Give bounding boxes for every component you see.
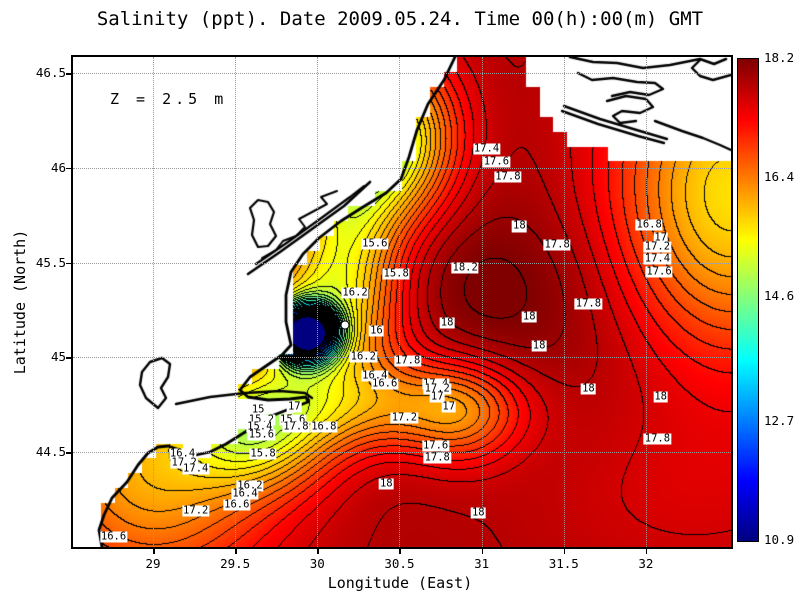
x-tick-label: 30 [309, 556, 325, 571]
x-tick-label: 31 [474, 556, 490, 571]
contour-label: 17.4 [472, 142, 501, 155]
contour-label: 17.8 [394, 354, 422, 367]
colorbar-tick-label: 14.6 [764, 287, 795, 303]
station-marker [340, 320, 350, 330]
colorbar-tick-label: 10.9 [764, 532, 795, 547]
contour-label: 18 [531, 339, 547, 352]
contour-label: 17.4 [421, 378, 450, 390]
y-tick-mark [66, 73, 71, 75]
x-tick-mark [481, 549, 484, 554]
contour-label: 17 [441, 400, 457, 413]
contour-label: 17.2 [423, 382, 451, 395]
salinity-field-canvas [73, 57, 731, 547]
x-tick-label: 29 [145, 556, 161, 571]
y-tick-label: 46.5 [35, 65, 66, 80]
x-tick-label: 29.5 [220, 556, 251, 571]
x-tick-mark [235, 549, 237, 554]
contour-label: 17.2 [390, 411, 419, 424]
contour-label: 16.4 [168, 447, 197, 460]
contour-label: 18.2 [451, 261, 479, 274]
contour-label: 16.8 [310, 420, 338, 433]
contour-label: 17.6 [645, 265, 673, 278]
plot-title: Salinity (ppt). Date 2009.05.24. Time 00… [96, 8, 704, 30]
x-tick-mark [153, 549, 155, 554]
contour-label: 17.2 [170, 457, 198, 469]
contour-label: 18 [378, 477, 394, 490]
contour-label: 15.6 [361, 237, 389, 250]
y-tick-mark [66, 262, 71, 264]
y-tick-mark [66, 167, 71, 170]
contour-label: 16.2 [236, 479, 264, 492]
contour-label: 18 [521, 310, 537, 323]
contour-label: 18 [581, 382, 596, 395]
contour-label: 16.4 [231, 487, 259, 500]
colorbar-tick-label: 16.4 [764, 168, 795, 184]
contour-label: 15.4 [246, 420, 274, 433]
contour-label: 17.4 [182, 462, 210, 475]
contour-label: 15.6 [247, 428, 276, 441]
colorbar-tick-label: 18.2 [764, 50, 795, 65]
map-plot-area: 17.4 17.6 17.8 18 17.8 16.8 17 17.2 17.4 17.6 17.8… [71, 55, 733, 549]
contour-label: 15.6 [278, 413, 307, 426]
contour-label: 17 [653, 231, 668, 244]
contour-label: 17.8 [643, 432, 672, 445]
contour-label: 16.8 [635, 218, 663, 231]
x-tick-mark [399, 549, 401, 554]
contour-label: 18 [470, 506, 486, 519]
contour-label: 18 [653, 390, 668, 403]
contour-label: 17.8 [494, 170, 522, 183]
contour-label: 18 [512, 219, 527, 232]
contour-label: 15.8 [382, 267, 410, 280]
contour-label: 17.8 [574, 297, 603, 310]
y-tick-label: 46 [50, 159, 66, 175]
contour-label: 15 [250, 403, 266, 416]
contour-label: 17.8 [543, 238, 571, 251]
x-tick-label: 31.5 [548, 556, 579, 571]
contour-label: 17.6 [421, 439, 450, 452]
contour-label: 17 [286, 400, 302, 413]
contour-label: 15.2 [247, 413, 276, 426]
depth-annotation: Z = 2.5 m [110, 90, 228, 108]
contour-label: 17.2 [643, 240, 672, 253]
contour-label: 17.8 [423, 451, 451, 464]
x-axis-label: Longitude (East) [327, 574, 473, 592]
x-tick-mark [645, 549, 648, 554]
y-tick-mark [66, 357, 71, 359]
x-tick-label: 32 [638, 556, 654, 571]
contour-label: 16.6 [99, 530, 128, 543]
contour-label: 18 [439, 316, 455, 329]
x-tick-label: 30.5 [384, 556, 415, 571]
contour-label: 16 [369, 324, 384, 337]
contour-label: 16.2 [349, 350, 377, 363]
y-tick-mark [66, 452, 71, 454]
y-tick-label: 45.5 [35, 254, 66, 270]
x-tick-mark [563, 549, 566, 554]
contour-label: 15.8 [249, 447, 277, 460]
y-tick-label: 44.5 [35, 444, 66, 459]
contour-label: 16.6 [371, 377, 399, 390]
contour-label: 17.2 [182, 504, 210, 517]
contour-label: 16.4 [361, 369, 389, 382]
contour-label: 16.6 [223, 498, 251, 511]
contour-label: 17.8 [282, 420, 310, 433]
colorbar [737, 58, 759, 542]
contour-label: 17 [429, 390, 445, 403]
contour-label: 17.6 [482, 155, 511, 168]
contour-label: 16.2 [341, 286, 369, 299]
contour-label: 17.4 [643, 252, 672, 265]
colorbar-tick-label: 12.7 [764, 413, 795, 429]
y-tick-label: 45 [50, 349, 66, 365]
x-tick-mark [317, 549, 319, 554]
